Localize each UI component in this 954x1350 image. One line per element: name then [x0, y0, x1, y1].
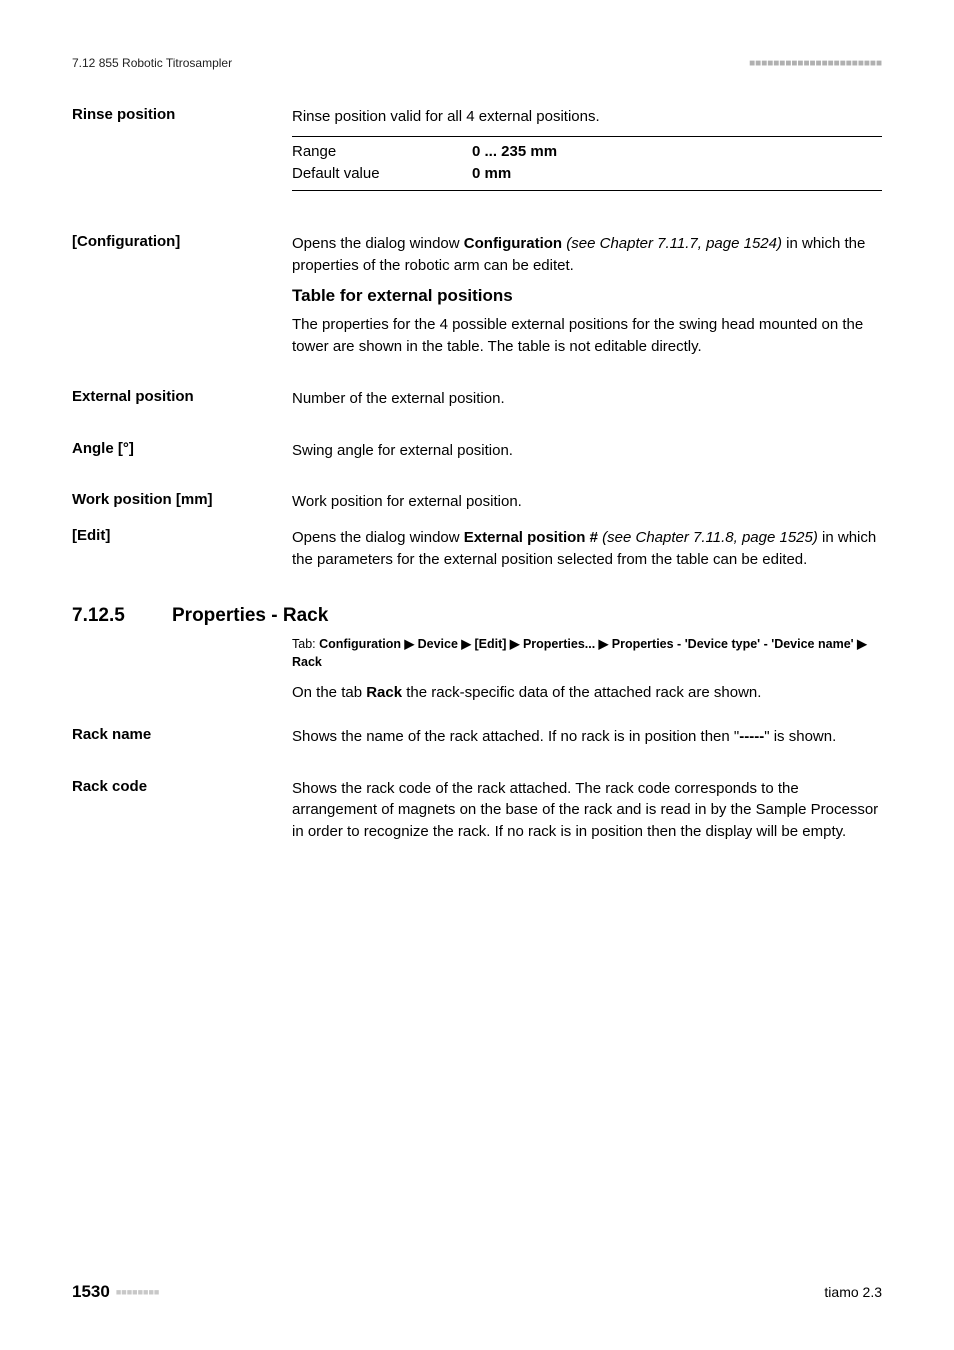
configuration-body: Opens the dialog window Configuration (s…	[292, 233, 882, 366]
section-title: Properties - Rack	[172, 605, 328, 627]
external-position-label: External position	[72, 388, 292, 418]
external-position-desc: Number of the external position.	[292, 388, 882, 410]
text-italic: (see Chapter 7.11.8, page 1525)	[598, 529, 818, 546]
text-bold: External position #	[464, 529, 598, 546]
tab-label: Tab:	[292, 637, 319, 651]
text-bold: Rack	[366, 684, 402, 701]
param-angle: Angle [°] Swing angle for external posit…	[72, 440, 882, 470]
rack-name-desc: Shows the name of the rack attached. If …	[292, 726, 882, 748]
rinse-position-range-table: Range 0 ... 235 mm Default value 0 mm	[292, 136, 882, 191]
footer-squares-icon: ■■■■■■■■	[116, 1287, 160, 1297]
param-work-position: Work position [mm] Work position for ext…	[72, 491, 882, 521]
section-number: 7.12.5	[72, 605, 172, 627]
footer-page-number: 1530 ■■■■■■■■	[72, 1282, 159, 1302]
param-rack-name: Rack name Shows the name of the rack att…	[72, 726, 882, 756]
table-row: Range 0 ... 235 mm	[292, 141, 882, 164]
tab-path-line: Tab: Configuration ▶ Device ▶ [Edit] ▶ P…	[292, 635, 882, 673]
default-value: 0 mm	[472, 163, 511, 186]
rack-code-label: Rack code	[72, 778, 292, 851]
rinse-position-label: Rinse position	[72, 106, 292, 211]
angle-label: Angle [°]	[72, 440, 292, 470]
header-squares-icon: ■■■■■■■■■■■■■■■■■■■■■■	[749, 58, 882, 69]
param-external-position: External position Number of the external…	[72, 388, 882, 418]
rinse-position-desc: Rinse position valid for all 4 external …	[292, 106, 882, 128]
text-italic: (see Chapter 7.11.7, page 1524)	[562, 235, 782, 252]
tab-path: Configuration ▶ Device ▶ [Edit] ▶ Proper…	[292, 637, 867, 670]
rinse-position-body: Rinse position valid for all 4 external …	[292, 106, 882, 211]
param-edit: [Edit] Opens the dialog window External …	[72, 527, 882, 579]
table-external-desc: The properties for the 4 possible extern…	[292, 314, 882, 358]
rack-name-label: Rack name	[72, 726, 292, 756]
text-bold: -----	[739, 728, 764, 745]
page-header: 7.12 855 Robotic Titrosampler ■■■■■■■■■■…	[72, 56, 882, 70]
table-external-heading: Table for external positions	[292, 286, 882, 306]
rack-code-desc: Shows the rack code of the rack attached…	[292, 778, 882, 843]
page-footer: 1530 ■■■■■■■■ tiamo 2.3	[72, 1282, 882, 1302]
text: Opens the dialog window	[292, 529, 464, 546]
param-configuration: [Configuration] Opens the dialog window …	[72, 233, 882, 366]
page: 7.12 855 Robotic Titrosampler ■■■■■■■■■■…	[0, 0, 954, 1350]
work-position-desc: Work position for external position.	[292, 491, 882, 513]
configuration-desc: Opens the dialog window Configuration (s…	[292, 233, 882, 277]
text: Opens the dialog window	[292, 235, 464, 252]
section-intro: On the tab Rack the rack-specific data o…	[292, 682, 882, 704]
table-row: Default value 0 mm	[292, 163, 882, 186]
param-rinse-position: Rinse position Rinse position valid for …	[72, 106, 882, 211]
range-label: Range	[292, 141, 472, 164]
param-rack-code: Rack code Shows the rack code of the rac…	[72, 778, 882, 851]
text-bold: Configuration	[464, 235, 562, 252]
default-label: Default value	[292, 163, 472, 186]
configuration-label: [Configuration]	[72, 233, 292, 366]
text: the rack-specific data of the attached r…	[402, 684, 761, 701]
page-number: 1530	[72, 1282, 110, 1302]
work-position-label: Work position [mm]	[72, 491, 292, 521]
section-heading: 7.12.5 Properties - Rack	[72, 605, 882, 627]
text: On the tab	[292, 684, 366, 701]
edit-desc: Opens the dialog window External positio…	[292, 527, 882, 571]
text: Shows the name of the rack attached. If …	[292, 728, 739, 745]
range-value: 0 ... 235 mm	[472, 141, 557, 164]
header-section-title: 7.12 855 Robotic Titrosampler	[72, 56, 232, 70]
footer-product: tiamo 2.3	[824, 1284, 882, 1300]
edit-label: [Edit]	[72, 527, 292, 579]
angle-desc: Swing angle for external position.	[292, 440, 882, 462]
text: " is shown.	[764, 728, 836, 745]
